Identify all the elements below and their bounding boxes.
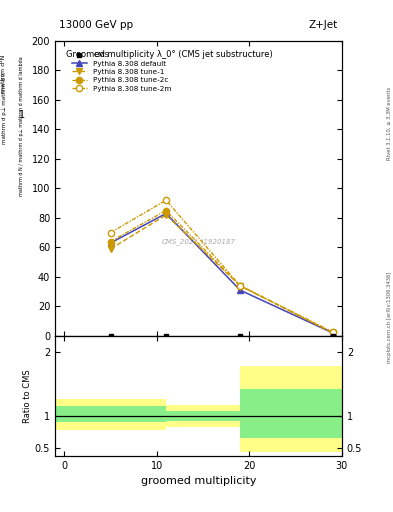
Pythia 8.308 tune-2m <box>330 329 335 335</box>
Line: Pythia 8.308 tune-2c: Pythia 8.308 tune-2c <box>107 207 336 335</box>
Text: CMS_2021_I1920187: CMS_2021_I1920187 <box>162 238 235 245</box>
Pythia 8.308 default <box>330 330 335 336</box>
Pythia 8.308 tune-2c <box>164 207 169 214</box>
CMS <box>108 333 113 339</box>
Text: mathrm d N / mathrm d p⊥ mathrm d mathrm d lambda: mathrm d N / mathrm d p⊥ mathrm d mathrm… <box>19 56 24 196</box>
X-axis label: groomed multiplicity: groomed multiplicity <box>141 476 256 486</box>
Text: 1: 1 <box>18 110 25 120</box>
Pythia 8.308 tune-2c <box>330 329 335 335</box>
Pythia 8.308 tune-2c <box>108 239 113 245</box>
Pythia 8.308 tune-1 <box>238 283 242 289</box>
Text: Z+Jet: Z+Jet <box>309 20 338 30</box>
Bar <box>240 366 342 453</box>
Bar <box>166 411 240 421</box>
Bar <box>55 399 166 430</box>
Pythia 8.308 tune-2m <box>164 197 169 203</box>
Line: Pythia 8.308 tune-1: Pythia 8.308 tune-1 <box>107 212 336 336</box>
Pythia 8.308 tune-1 <box>164 212 169 218</box>
Pythia 8.308 default <box>164 210 169 217</box>
Pythia 8.308 tune-1 <box>108 246 113 252</box>
Bar <box>166 405 240 427</box>
Bar <box>240 389 342 438</box>
CMS <box>238 333 242 339</box>
Text: mathrm d²N: mathrm d²N <box>2 55 6 93</box>
Pythia 8.308 tune-2m <box>108 229 113 236</box>
Text: mcplots.cern.ch [arXiv:1306.3436]: mcplots.cern.ch [arXiv:1306.3436] <box>387 272 391 363</box>
Bar <box>55 407 166 422</box>
Legend: CMS, Pythia 8.308 default, Pythia 8.308 tune-1, Pythia 8.308 tune-2c, Pythia 8.3: CMS, Pythia 8.308 default, Pythia 8.308 … <box>70 51 173 93</box>
Text: 13000 GeV pp: 13000 GeV pp <box>59 20 133 30</box>
Line: Pythia 8.308 tune-2m: Pythia 8.308 tune-2m <box>107 197 336 335</box>
Text: Groomed multiplicity λ_0° (CMS jet substructure): Groomed multiplicity λ_0° (CMS jet subst… <box>66 50 273 59</box>
Pythia 8.308 default <box>108 240 113 246</box>
Pythia 8.308 tune-2m <box>238 283 242 289</box>
CMS <box>330 333 335 339</box>
Pythia 8.308 tune-2c <box>238 283 242 289</box>
Y-axis label: Ratio to CMS: Ratio to CMS <box>23 369 32 422</box>
Line: CMS: CMS <box>108 333 335 338</box>
Line: Pythia 8.308 default: Pythia 8.308 default <box>107 210 336 336</box>
Pythia 8.308 default <box>238 287 242 293</box>
Text: Rivet 3.1.10, ≥ 3.3M events: Rivet 3.1.10, ≥ 3.3M events <box>387 86 391 160</box>
Text: mathrm d p⊥ mathrm d λ: mathrm d p⊥ mathrm d λ <box>1 73 7 144</box>
CMS <box>164 333 169 339</box>
Pythia 8.308 tune-1 <box>330 330 335 336</box>
